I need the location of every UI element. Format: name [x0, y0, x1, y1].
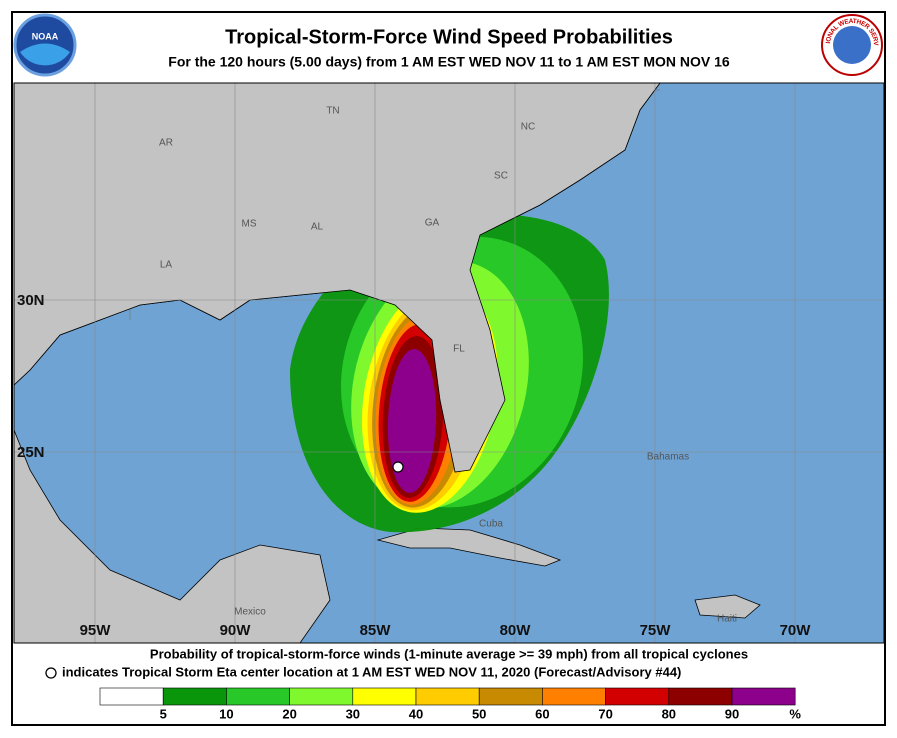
place-label: MS — [242, 219, 257, 230]
place-label: Bahamas — [647, 452, 689, 463]
place-label: FL — [453, 344, 465, 355]
legend-tick-label: 30 — [346, 706, 360, 721]
lat-label: 25N — [17, 444, 45, 461]
legend-swatch — [162, 687, 227, 706]
place-label: Mexico — [234, 607, 266, 618]
legend-swatch — [542, 687, 606, 706]
logo-text: NOAA — [32, 31, 59, 41]
legend-tick-label: 40 — [409, 706, 423, 721]
footer-line: indicates Tropical Storm Eta center loca… — [62, 664, 681, 679]
legend-tick-label: 80 — [662, 706, 676, 721]
land — [14, 429, 331, 643]
legend-tick-label: 20 — [282, 706, 296, 721]
map: TN NC AR SC MS AL GA LA FL Bahamas Cuba … — [14, 83, 884, 643]
legend-swatch — [478, 687, 543, 706]
place-label: AL — [311, 222, 324, 233]
lon-label: 95W — [80, 622, 112, 639]
legend: 5 10 20 30 40 50 60 70 80 90% — [99, 687, 801, 721]
legend-swatch — [226, 687, 290, 706]
lon-label: 90W — [220, 622, 252, 639]
legend-tick-label: 70 — [598, 706, 612, 721]
place-label: LA — [160, 260, 173, 271]
place-label: TN — [326, 106, 339, 117]
legend-tick-label: 60 — [535, 706, 549, 721]
place-label: AR — [159, 138, 173, 149]
lon-label: 70W — [780, 622, 812, 639]
legend-tick-label: 50 — [472, 706, 486, 721]
legend-swatch — [352, 687, 417, 706]
place-label: NC — [521, 122, 535, 133]
place-label: Cuba — [479, 519, 503, 530]
footer-line: Probability of tropical-storm-force wind… — [150, 646, 748, 661]
subtitle: For the 120 hours (5.00 days) from 1 AM … — [168, 54, 730, 70]
noaa-logo: NOAA — [13, 13, 77, 77]
place-label: SC — [494, 171, 508, 182]
legend-tick-label: 90 — [725, 706, 739, 721]
legend-swatch — [605, 687, 670, 706]
legend-tick-label: 5 — [160, 706, 167, 721]
legend-swatch — [289, 687, 354, 706]
contour — [387, 349, 437, 493]
map-border — [13, 82, 885, 644]
graticule — [14, 83, 884, 643]
lon-label: 80W — [500, 622, 532, 639]
lon-label: 85W — [360, 622, 392, 639]
lon-label: 75W — [640, 622, 672, 639]
legend-swatch — [415, 687, 480, 706]
legend-unit: % — [789, 706, 801, 721]
legend-swatch — [731, 687, 796, 706]
legend-swatch — [668, 687, 733, 706]
legend-swatch — [99, 687, 164, 706]
legend-tick-label: 10 — [219, 706, 233, 721]
land — [694, 594, 761, 619]
place-label: GA — [425, 218, 440, 229]
land — [376, 527, 562, 567]
center-symbol — [45, 667, 57, 679]
lat-label: 30N — [17, 292, 45, 309]
place-label: Haiti — [717, 614, 737, 625]
storm-center — [392, 461, 404, 473]
title: Tropical-Storm-Force Wind Speed Probabil… — [225, 26, 673, 48]
